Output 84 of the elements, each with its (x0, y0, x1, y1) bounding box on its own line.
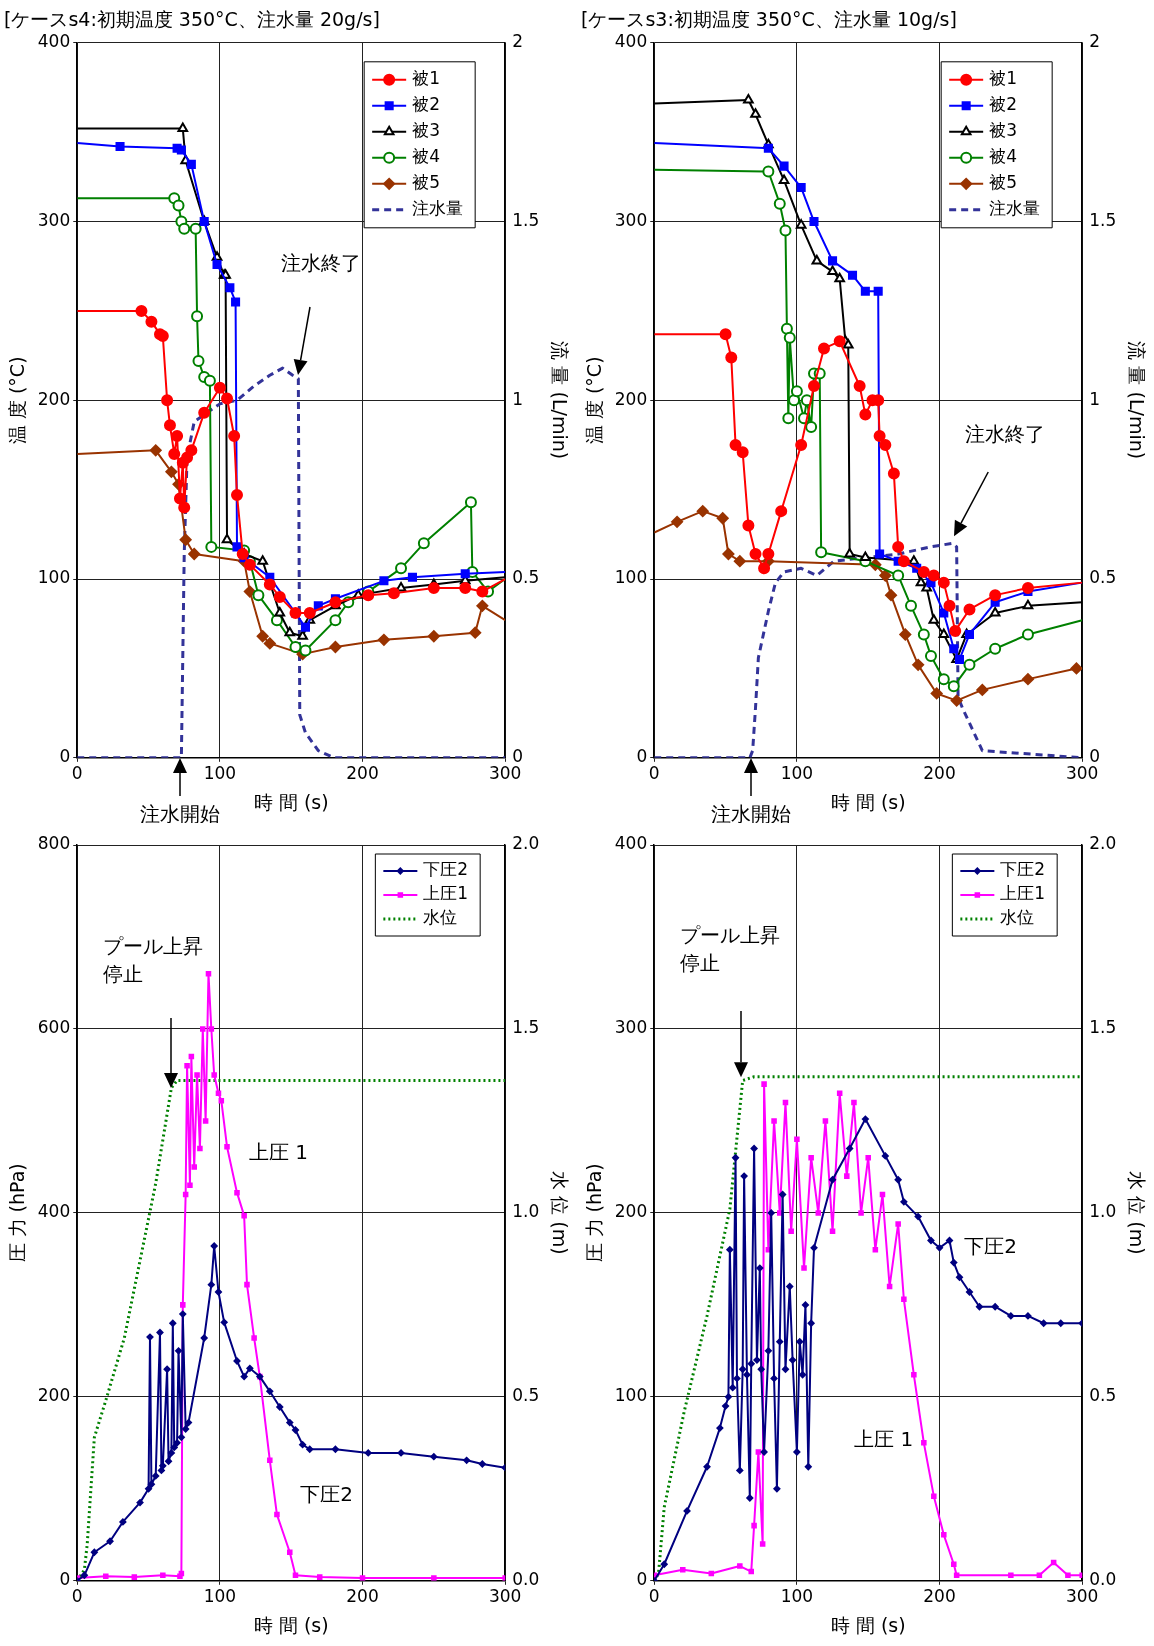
legend-label: 注水量 (412, 198, 464, 219)
x-axis-title: 時 間 (s) (253, 790, 329, 813)
y-tick-label: 0 (59, 746, 71, 767)
y2-tick-label: 0.5 (512, 567, 540, 588)
y-tick-label: 300 (614, 1017, 648, 1038)
chart-title: [ケースs3:初期温度 350°C、注水量 10g/s] (581, 8, 957, 31)
y2-axis-title: 流 量 (L/min) (548, 341, 571, 460)
y-tick-label: 200 (37, 388, 71, 409)
legend-label: 上圧1 (423, 883, 469, 904)
annotation: 注水終了 (281, 250, 362, 275)
y-tick-label: 100 (614, 567, 648, 588)
chart-title: [ケースs4:初期温度 350°C、注水量 20g/s] (4, 8, 380, 31)
legend-label: 被2 (989, 94, 1017, 115)
x-axis-title: 時 間 (s) (830, 790, 906, 813)
y2-tick-label: 0.5 (1089, 567, 1117, 588)
legend-label: 下圧2 (1000, 859, 1046, 880)
y2-axis-title: 流 量 (L/min) (1125, 341, 1148, 460)
y2-axis-title: 水 位 (m) (1125, 1171, 1148, 1255)
y-tick-label: 0 (636, 746, 648, 767)
y-axis-title: 温 度 (°C) (583, 356, 606, 445)
y-tick-label: 400 (37, 1201, 71, 1222)
x-tick-label: 100 (780, 763, 814, 784)
y2-tick-label: 1.5 (1089, 209, 1117, 230)
x-tick-label: 200 (923, 1586, 956, 1607)
y2-tick-label: 1.5 (512, 209, 540, 230)
y-tick-label: 0 (59, 1569, 71, 1590)
y-tick-label: 100 (614, 1385, 648, 1406)
y2-tick-label: 2 (1089, 31, 1100, 52)
annotation: 下圧2 (964, 1233, 1017, 1258)
legend-label: 被1 (412, 68, 440, 89)
y2-tick-label: 1.0 (1089, 1201, 1117, 1222)
legend-label: 水位 (1000, 907, 1035, 928)
legend-label: 被1 (989, 68, 1017, 89)
legend-label: 被4 (989, 146, 1017, 167)
y-axis-title: 温 度 (°C) (6, 356, 29, 445)
y-axis-title: 圧 力 (hPa) (6, 1163, 29, 1263)
x-axis-title: 時 間 (s) (253, 1613, 329, 1636)
y2-tick-label: 1.0 (512, 1201, 540, 1222)
y-tick-label: 400 (37, 31, 71, 52)
annotation: 下圧2 (300, 1481, 354, 1506)
legend-label: 被2 (412, 94, 440, 115)
x-tick-label: 100 (203, 1586, 237, 1607)
annotation: 上圧 1 (854, 1427, 914, 1452)
annotation: 注水終了 (965, 422, 1046, 447)
y-tick-label: 300 (614, 209, 648, 230)
legend-label: 被4 (412, 146, 440, 167)
y-tick-label: 300 (37, 209, 71, 230)
y2-axis-title: 水 位 (m) (548, 1171, 571, 1255)
legend-label: 被5 (989, 172, 1017, 193)
x-tick-label: 100 (780, 1586, 814, 1607)
y2-tick-label: 0.5 (512, 1385, 540, 1406)
y-tick-label: 400 (614, 31, 648, 52)
y-tick-label: 200 (614, 388, 648, 409)
y-tick-label: 800 (37, 833, 71, 854)
x-tick-label: 200 (923, 763, 956, 784)
y2-tick-label: 2.0 (1089, 833, 1117, 854)
legend-label: 被5 (412, 172, 440, 193)
y2-tick-label: 1.5 (1089, 1017, 1117, 1038)
x-tick-label: 200 (346, 1586, 379, 1607)
y2-tick-label: 1 (1089, 388, 1100, 409)
legend-label: 水位 (423, 907, 458, 928)
y-tick-label: 0 (636, 1569, 648, 1590)
legend-label: 注水量 (989, 198, 1041, 219)
y-tick-label: 200 (37, 1385, 71, 1406)
y-tick-label: 100 (37, 567, 71, 588)
x-tick-label: 100 (203, 763, 237, 784)
x-tick-label: 200 (346, 763, 379, 784)
y2-tick-label: 0.5 (1089, 1385, 1117, 1406)
legend-label: 被3 (412, 120, 440, 141)
annotation: プール上昇停止 (102, 934, 203, 987)
y2-tick-label: 1 (512, 388, 523, 409)
y-tick-label: 600 (37, 1017, 71, 1038)
y-tick-label: 200 (614, 1201, 648, 1222)
y2-tick-label: 2.0 (512, 833, 540, 854)
legend-label: 被3 (989, 120, 1017, 141)
x-axis-title: 時 間 (s) (830, 1613, 906, 1636)
legend-label: 上圧1 (1000, 883, 1046, 904)
y-axis-title: 圧 力 (hPa) (583, 1163, 606, 1263)
annotation: 上圧 1 (248, 1140, 308, 1165)
annotation: プール上昇停止 (679, 923, 780, 976)
legend-label: 下圧2 (423, 859, 469, 880)
y2-tick-label: 1.5 (512, 1017, 540, 1038)
y2-tick-label: 2 (512, 31, 523, 52)
y-tick-label: 400 (614, 833, 648, 854)
